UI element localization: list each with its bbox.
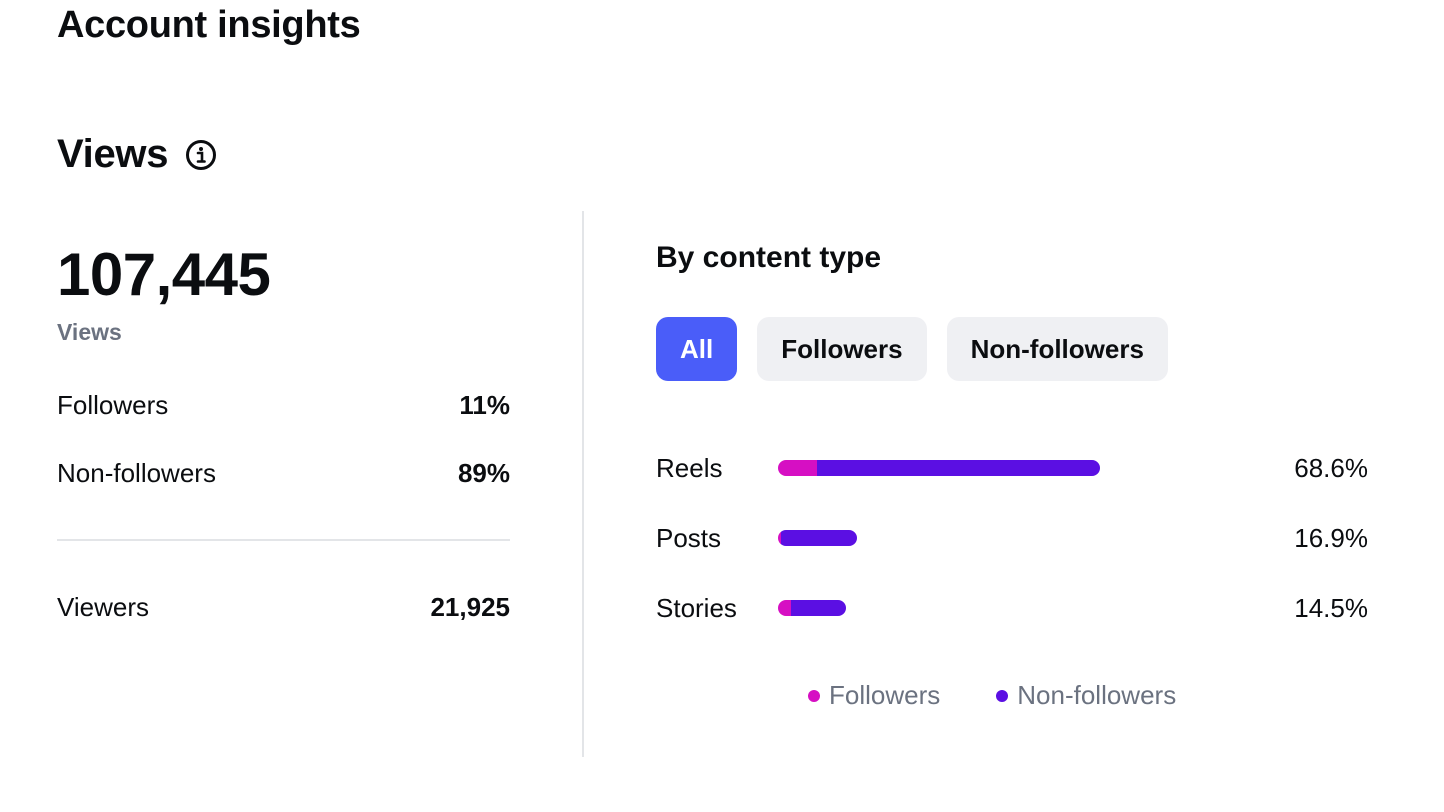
bar-label-reels: Reels (656, 452, 723, 483)
content-type-title: By content type (656, 241, 882, 274)
followers-legend-label: Followers (829, 680, 941, 710)
non-followers-stat-row: Non-followers 89% (57, 458, 510, 489)
chart-legend: Followers Non-followers (808, 680, 1176, 711)
non-followers-stat-value: 89% (457, 458, 510, 488)
viewers-stat-value: 21,925 (430, 592, 510, 622)
bar-stories[interactable] (778, 600, 847, 616)
bar-segment-non-followers-posts (781, 530, 858, 546)
summary-divider (57, 539, 510, 541)
filter-followers-tab[interactable]: Followers (757, 317, 927, 381)
non-followers-stat-label: Non-followers (57, 458, 216, 488)
followers-stat-label: Followers (57, 390, 169, 420)
viewers-stat-row: Viewers 21,925 (57, 592, 510, 623)
bar-segment-non-followers-stories (790, 600, 847, 616)
bar-track (778, 460, 1248, 476)
bar-reels[interactable] (778, 460, 1101, 476)
views-summary: 107,445 Views Followers 11% Non-follower… (57, 236, 510, 622)
bar-segment-followers-stories (778, 600, 791, 616)
bar-segment-followers-posts (778, 530, 781, 546)
bar-posts[interactable] (778, 530, 858, 546)
audience-filter-tabs: All Followers Non-followers (656, 317, 1168, 381)
views-section-header: Views (57, 132, 217, 177)
bar-track (778, 600, 1248, 616)
followers-stat-value: 11% (459, 390, 510, 420)
bar-value-stories: 14.5% (1294, 592, 1368, 623)
bar-value-reels: 68.6% (1294, 452, 1368, 483)
bar-segment-followers-reels (778, 460, 817, 476)
bar-value-posts: 16.9% (1294, 522, 1368, 553)
viewers-stat-label: Viewers (57, 592, 150, 622)
filter-non-followers-tab[interactable]: Non-followers (946, 317, 1168, 381)
column-divider (582, 211, 584, 757)
legend-item-non-followers: Non-followers (996, 680, 1176, 711)
non-followers-legend-label: Non-followers (1017, 680, 1177, 710)
bar-label-stories: Stories (656, 592, 737, 623)
bar-row-stories: Stories 14.5% (656, 588, 1368, 628)
info-icon[interactable] (185, 139, 217, 171)
bar-segment-non-followers-reels (816, 460, 1101, 476)
bar-row-reels: Reels 68.6% (656, 448, 1368, 488)
non-followers-legend-dot (996, 689, 1009, 702)
bar-row-posts: Posts 16.9% (656, 518, 1368, 558)
bar-label-posts: Posts (656, 522, 722, 553)
views-section-title: Views (57, 132, 169, 176)
content-type-panel: By content type All Followers Non-follow… (656, 236, 1368, 710)
filter-all-tab[interactable]: All (656, 317, 738, 381)
page-title: Account insights (57, 4, 361, 46)
total-views-value: 107,445 (57, 241, 271, 308)
bar-track (778, 530, 1248, 546)
total-views-label: Views (57, 319, 122, 345)
followers-legend-dot (808, 689, 820, 702)
followers-stat-row: Followers 11% (57, 390, 510, 421)
legend-item-followers: Followers (808, 680, 940, 711)
